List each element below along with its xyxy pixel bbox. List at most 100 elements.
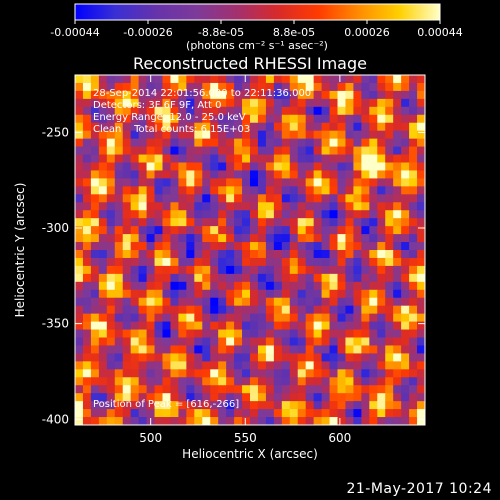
heatmap-pixel [210, 186, 219, 195]
heatmap-pixel [178, 106, 187, 116]
heatmap-pixel [305, 234, 315, 243]
heatmap-pixel [90, 289, 100, 299]
heatmap-pixel [90, 178, 100, 187]
heatmap-pixel [146, 353, 155, 362]
heatmap-pixel [273, 122, 283, 132]
heatmap-pixel [218, 82, 227, 92]
heatmap-pixel [393, 297, 402, 307]
heatmap-pixel [345, 281, 354, 291]
heatmap-pixel [265, 82, 275, 92]
heatmap-pixel [369, 122, 378, 132]
heatmap-pixel [154, 154, 163, 163]
heatmap-pixel [409, 210, 418, 219]
heatmap-pixel [122, 122, 132, 132]
heatmap-pixel [138, 361, 147, 370]
heatmap-pixel [250, 210, 259, 219]
heatmap-pixel [114, 130, 124, 140]
x-tick-label: 500 [139, 431, 162, 445]
heatmap-pixel [305, 265, 315, 275]
heatmap-pixel [202, 75, 211, 84]
heatmap-pixel [337, 98, 346, 108]
heatmap-pixel [337, 329, 346, 338]
colorbar-tick-label: -0.00044 [50, 26, 99, 39]
heatmap-pixel [202, 210, 211, 219]
heatmap-pixel [138, 170, 147, 179]
heatmap-pixel [130, 393, 140, 402]
heatmap-pixel [257, 178, 267, 187]
heatmap-pixel [393, 154, 402, 163]
heatmap-pixel [393, 337, 402, 346]
heatmap-pixel [170, 194, 179, 203]
heatmap-pixel [369, 289, 378, 299]
heatmap-pixel [401, 146, 410, 155]
heatmap-pixel [321, 194, 330, 203]
colorbar-tick-label: 8.8e-05 [273, 26, 315, 39]
heatmap-pixel [345, 122, 354, 132]
heatmap-pixel [281, 257, 291, 267]
heatmap-pixel [297, 82, 307, 92]
heatmap-pixel [409, 305, 418, 315]
heatmap-pixel [250, 75, 259, 84]
heatmap-pixel [82, 281, 92, 291]
heatmap-pixel [194, 218, 203, 227]
heatmap-pixel [393, 377, 402, 386]
heatmap-pixel [202, 361, 211, 370]
heatmap-pixel [417, 250, 425, 259]
heatmap-pixel [194, 194, 203, 203]
heatmap-pixel [361, 106, 370, 116]
heatmap-pixel [305, 369, 315, 378]
heatmap-pixel [305, 162, 315, 171]
heatmap-pixel [194, 321, 203, 330]
heatmap-pixel [377, 265, 386, 275]
heatmap-pixel [401, 82, 410, 92]
heatmap-pixel [114, 257, 124, 267]
heatmap-pixel [170, 393, 179, 402]
heatmap-pixel [146, 226, 155, 235]
heatmap-pixel [337, 82, 346, 92]
heatmap-pixel [106, 242, 116, 251]
heatmap-pixel [114, 122, 124, 132]
heatmap-pixel [138, 281, 147, 291]
heatmap-pixel [146, 273, 155, 283]
heatmap-pixel [281, 82, 291, 92]
heatmap-pixel [130, 138, 140, 147]
heatmap-pixel [186, 385, 195, 394]
heatmap-pixel [178, 353, 187, 362]
heatmap-pixel [369, 250, 378, 259]
heatmap-pixel [114, 114, 124, 124]
heatmap-pixel [194, 377, 203, 386]
heatmap-pixel [98, 146, 108, 155]
heatmap-pixel [329, 90, 338, 100]
heatmap-pixel [385, 210, 394, 219]
heatmap-pixel [138, 417, 147, 425]
heatmap-pixel [297, 242, 307, 251]
heatmap-pixel [242, 226, 251, 235]
heatmap-pixel [377, 146, 386, 155]
heatmap-pixel [210, 329, 219, 338]
heatmap-pixel [377, 122, 386, 132]
heatmap-pixel [194, 337, 203, 346]
heatmap-pixel [329, 329, 338, 338]
heatmap-pixel [345, 369, 354, 378]
heatmap-pixel [385, 130, 394, 140]
heatmap-pixel [242, 130, 251, 140]
heatmap-pixel [202, 90, 211, 100]
heatmap-pixel [393, 90, 402, 100]
heatmap-pixel [250, 345, 259, 354]
heatmap-pixel [385, 353, 394, 362]
heatmap-pixel [154, 393, 163, 402]
heatmap-pixel [234, 202, 243, 211]
heatmap-pixel [162, 138, 171, 147]
heatmap-pixel [297, 305, 307, 315]
heatmap-pixel [393, 401, 402, 410]
heatmap-pixel [210, 194, 219, 203]
heatmap-pixel [234, 321, 243, 330]
heatmap-pixel [75, 265, 84, 275]
heatmap-pixel [202, 321, 211, 330]
heatmap-pixel [75, 305, 84, 315]
heatmap-pixel [257, 154, 267, 163]
heatmap-pixel [114, 369, 124, 378]
heatmap-pixel [289, 82, 299, 92]
heatmap-pixel [194, 281, 203, 291]
heatmap-pixel [234, 250, 243, 259]
